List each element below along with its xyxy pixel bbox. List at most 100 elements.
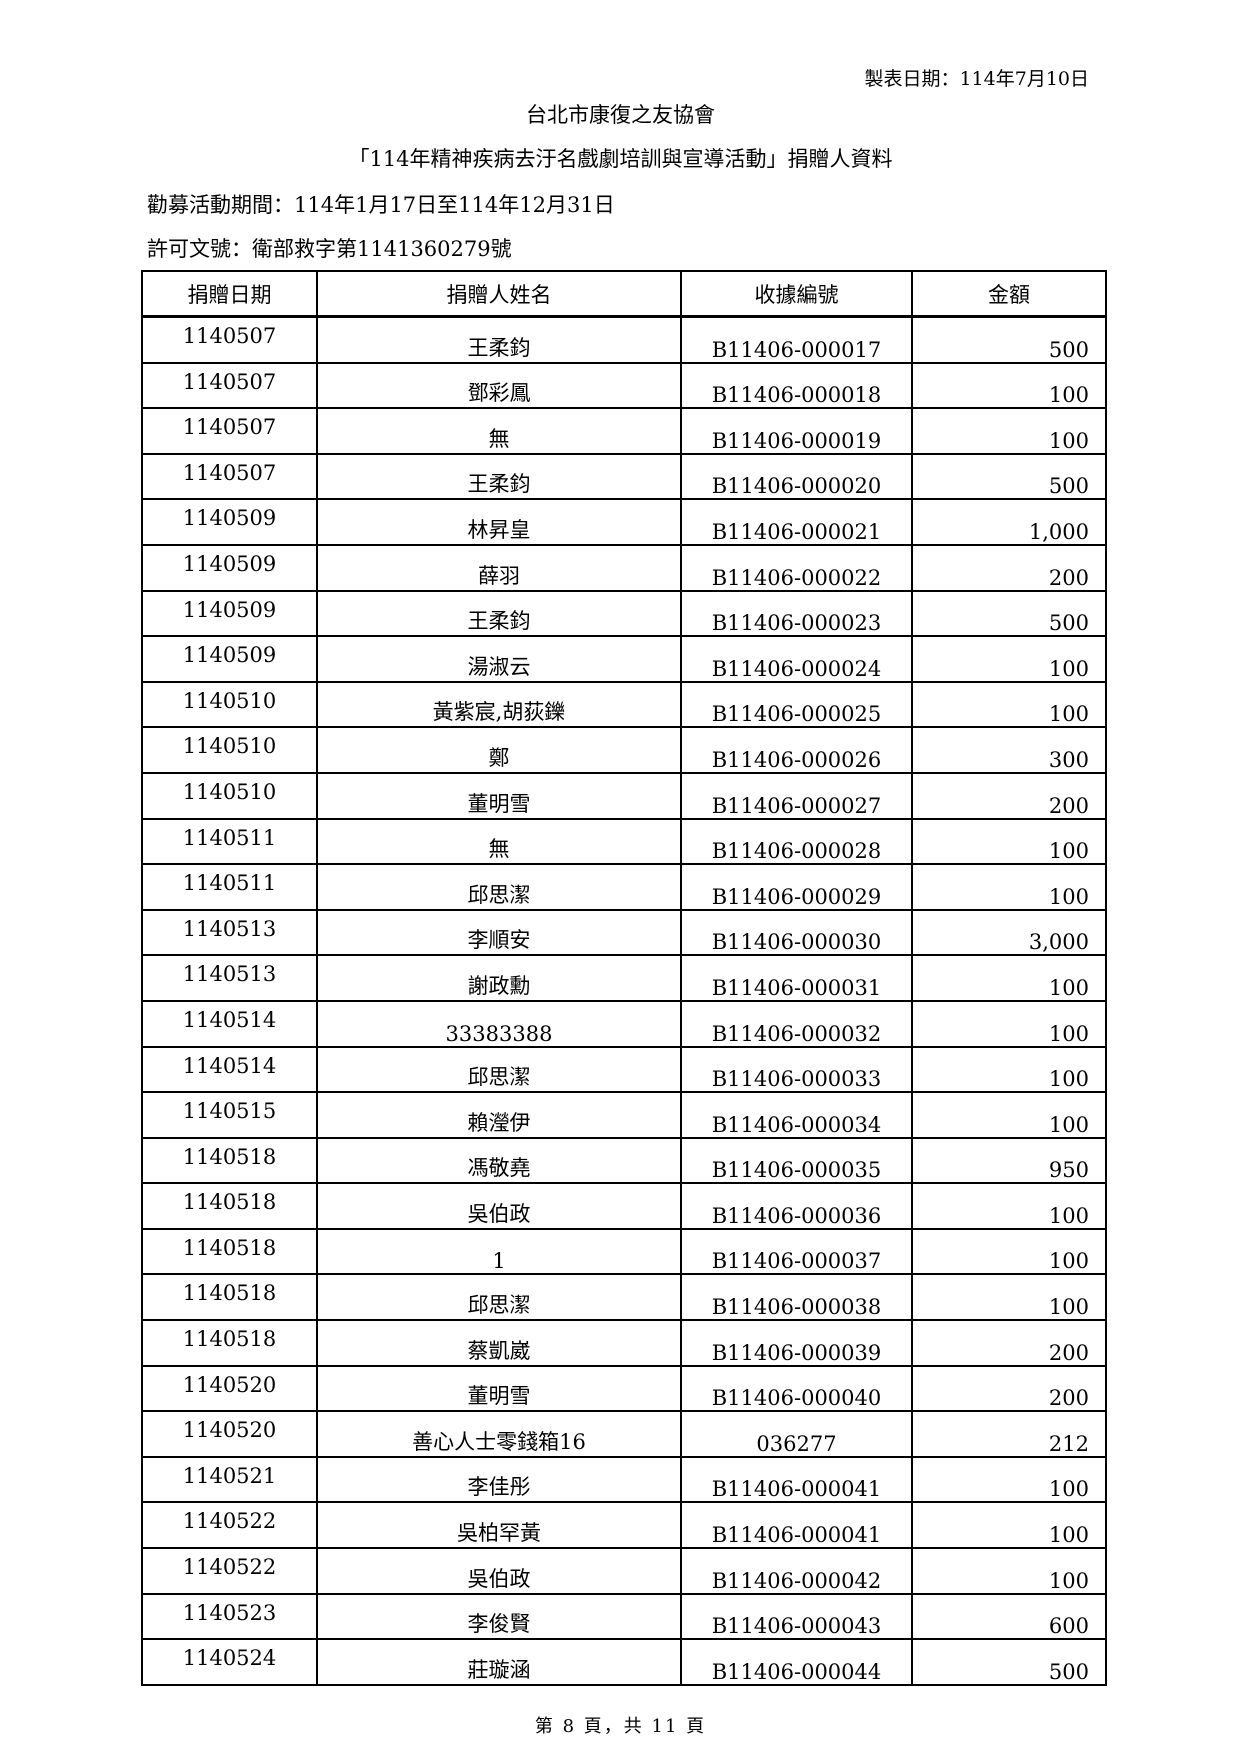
date-cell: 1140507 [141,361,318,410]
date-cell: 1140522 [141,1501,318,1550]
donor-name-cell: 無 [316,407,682,455]
amount-cell: 600 [911,1592,1107,1641]
donor-name-cell: 黃紫宸,胡荻鑠 [316,680,682,729]
donor-name-cell: 1 [316,1227,682,1276]
donor-name-cell: 莊璇涵 [316,1638,682,1686]
amount-cell: 100 [911,1547,1107,1595]
donor-name-cell: 吳伯政 [316,1182,682,1230]
table-row: 1140513 謝政勳 B11406-000031 100 [141,954,1107,1002]
donor-name-cell: 吳柏罕黃 [316,1501,682,1550]
donor-name-cell: 李俊賢 [316,1592,682,1641]
receipt-number-cell: B11406-000023 [680,589,913,638]
amount-cell: 100 [911,361,1107,410]
table-row: 1140510 黃紫宸,胡荻鑠 B11406-000025 100 [141,680,1107,729]
receipt-number-cell: B11406-000021 [680,498,913,546]
table-row: 1140510 董明雪 B11406-000027 200 [141,771,1107,820]
receipt-number-cell: B11406-000033 [680,1045,913,1094]
amount-cell: 100 [911,999,1107,1048]
table-row: 1140523 李俊賢 B11406-000043 600 [141,1592,1107,1641]
donor-name-cell: 蔡凱崴 [316,1319,682,1367]
amount-cell: 200 [911,543,1107,592]
receipt-number-cell: B11406-000019 [680,407,913,455]
table-row: 1140521 李佳彤 B11406-000041 100 [141,1455,1107,1504]
table-row: 1140510 鄭 B11406-000026 300 [141,726,1107,774]
date-cell: 1140518 [141,1227,318,1276]
table-row: 1140509 湯淑云 B11406-000024 100 [141,635,1107,683]
receipt-number-cell: B11406-000018 [680,361,913,410]
table-row: 1140518 邱思潔 B11406-000038 100 [141,1273,1107,1322]
permit-number: 許可文號：衛部救字第1141360279號 [147,237,512,261]
donor-name-cell: 鄧彩鳳 [316,361,682,410]
date-cell: 1140507 [141,315,318,364]
column-header-amount: 金額 [911,270,1107,318]
donor-table: 捐贈日期 捐贈人姓名 收據編號 金額 1140507 王柔鈞 B11406-0000… [141,270,1107,1686]
donor-name-cell: 王柔鈞 [316,315,682,364]
donor-name-cell: 薛羽 [316,543,682,592]
table-row: 1140511 邱思潔 B11406-000029 100 [141,863,1107,911]
table-row: 1140522 吳柏罕黃 B11406-000041 100 [141,1501,1107,1550]
date-cell: 1140522 [141,1547,318,1595]
date-cell: 1140509 [141,589,318,638]
donor-name-cell: 李順安 [316,908,682,957]
date-cell: 1140513 [141,908,318,957]
amount-cell: 3,000 [911,908,1107,957]
date-cell: 1140509 [141,543,318,592]
donor-name-cell: 賴瀅伊 [316,1091,682,1139]
receipt-number-cell: B11406-000024 [680,635,913,683]
amount-cell: 100 [911,1501,1107,1550]
amount-cell: 950 [911,1136,1107,1185]
date-cell: 1140520 [141,1364,318,1413]
column-header-date: 捐贈日期 [141,270,318,318]
donor-name-cell: 李佳彤 [316,1455,682,1504]
amount-cell: 100 [911,635,1107,683]
document-subtitle: 「114年精神疾病去汙名戲劇培訓與宣導活動」捐贈人資料 [348,147,893,171]
donor-name-cell: 吳伯政 [316,1547,682,1595]
receipt-number-cell: B11406-000032 [680,999,913,1048]
table-row: 1140518 蔡凱崴 B11406-000039 200 [141,1319,1107,1367]
receipt-number-cell: B11406-000043 [680,1592,913,1641]
table-row: 1140507 無 B11406-000019 100 [141,407,1107,455]
date-cell: 1140509 [141,498,318,546]
date-cell: 1140510 [141,771,318,820]
date-cell: 1140518 [141,1182,318,1230]
date-cell: 1140518 [141,1273,318,1322]
receipt-number-cell: B11406-000040 [680,1364,913,1413]
amount-cell: 100 [911,680,1107,729]
date-cell: 1140521 [141,1455,318,1504]
date-cell: 1140510 [141,726,318,774]
date-cell: 1140513 [141,954,318,1002]
donor-name-cell: 邱思潔 [316,863,682,911]
table-row: 1140518 1 B11406-000037 100 [141,1227,1107,1276]
date-cell: 1140514 [141,1045,318,1094]
receipt-number-cell: B11406-000042 [680,1547,913,1595]
receipt-number-cell: B11406-000017 [680,315,913,364]
date-cell: 1140524 [141,1638,318,1686]
receipt-number-cell: B11406-000041 [680,1501,913,1550]
date-cell: 1140518 [141,1319,318,1367]
donor-name-cell: 邱思潔 [316,1273,682,1322]
table-row: 1140518 馮敬堯 B11406-000035 950 [141,1136,1107,1185]
date-cell: 1140520 [141,1410,318,1458]
receipt-number-cell: B11406-000034 [680,1091,913,1139]
receipt-number-cell: B11406-000022 [680,543,913,592]
receipt-number-cell: 036277 [680,1410,913,1458]
donor-name-cell: 董明雪 [316,771,682,820]
date-cell: 1140507 [141,452,318,501]
donor-name-cell: 善心人士零錢箱16 [316,1410,682,1458]
receipt-number-cell: B11406-000030 [680,908,913,957]
date-cell: 1140515 [141,1091,318,1139]
donor-name-cell: 謝政勳 [316,954,682,1002]
receipt-number-cell: B11406-000026 [680,726,913,774]
amount-cell: 500 [911,452,1107,501]
amount-cell: 1,000 [911,498,1107,546]
table-row: 1140507 鄧彩鳳 B11406-000018 100 [141,361,1107,410]
table-row: 1140524 莊璇涵 B11406-000044 500 [141,1638,1107,1686]
receipt-number-cell: B11406-000039 [680,1319,913,1367]
table-row: 1140509 林昇皇 B11406-000021 1,000 [141,498,1107,546]
amount-cell: 200 [911,1364,1107,1413]
receipt-number-cell: B11406-000028 [680,817,913,866]
organization-title: 台北市康復之友協會 [526,103,715,127]
table-row: 1140522 吳伯政 B11406-000042 100 [141,1547,1107,1595]
amount-cell: 100 [911,1273,1107,1322]
